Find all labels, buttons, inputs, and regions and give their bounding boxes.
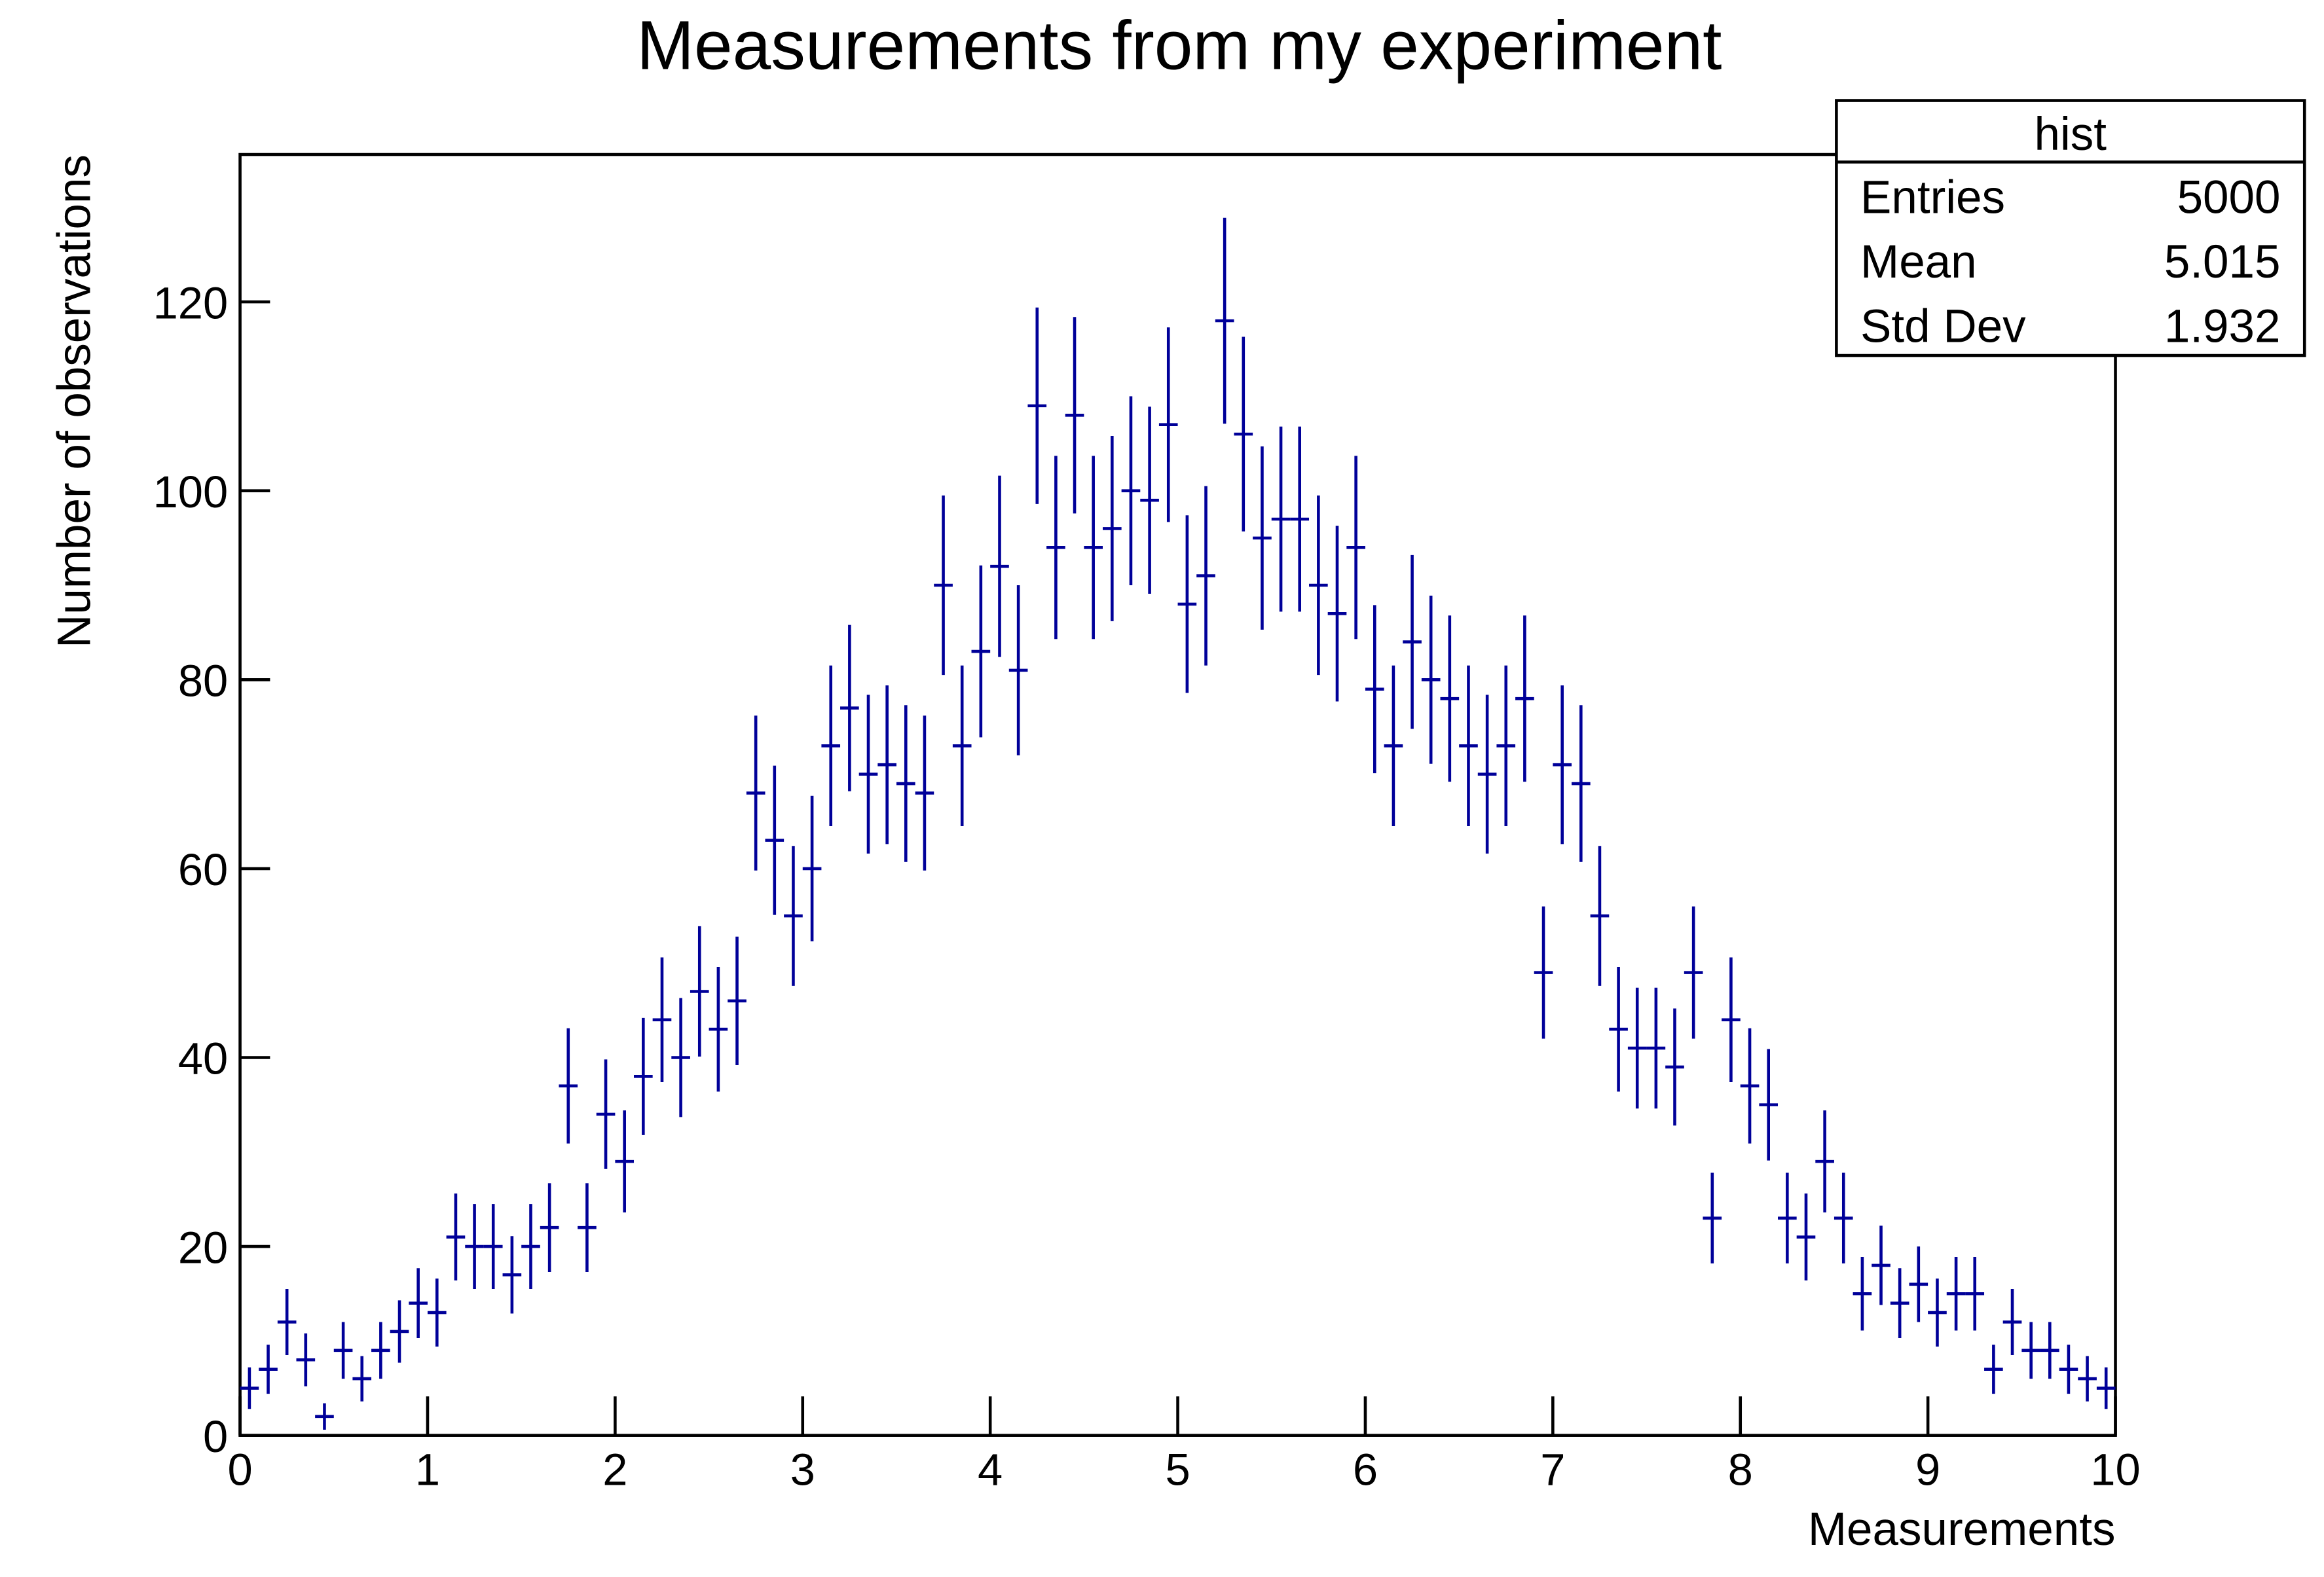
x-axis-label: Measurements bbox=[1808, 1504, 2116, 1555]
x-tick-label: 10 bbox=[2090, 1444, 2140, 1495]
x-tick-label: 4 bbox=[978, 1444, 1003, 1495]
y-tick-label: 80 bbox=[178, 656, 228, 706]
x-tick-label: 7 bbox=[1540, 1444, 1565, 1495]
chart-title: Measurements from my experiment bbox=[636, 7, 1722, 84]
stats-value: 5.015 bbox=[2164, 236, 2281, 288]
stats-value: 5000 bbox=[2177, 172, 2281, 223]
stats-box bbox=[1835, 99, 2306, 357]
y-tick-label: 60 bbox=[178, 844, 228, 895]
x-tick-label: 9 bbox=[1915, 1444, 1940, 1495]
y-tick-label: 40 bbox=[178, 1034, 228, 1084]
stats-label: Std Dev bbox=[1860, 300, 2026, 352]
x-tick-label: 0 bbox=[227, 1444, 252, 1495]
x-tick-label: 1 bbox=[415, 1444, 440, 1495]
stats-label: Mean bbox=[1860, 236, 1977, 288]
y-axis-label: Number of observations bbox=[48, 154, 100, 648]
y-tick-label: 20 bbox=[178, 1222, 228, 1273]
x-tick-label: 3 bbox=[790, 1444, 815, 1495]
x-tick-label: 2 bbox=[602, 1444, 627, 1495]
stats-title: hist bbox=[2035, 109, 2107, 160]
y-tick-label: 0 bbox=[203, 1411, 228, 1462]
y-tick-label: 100 bbox=[153, 467, 229, 517]
x-tick-label: 6 bbox=[1353, 1444, 1378, 1495]
x-tick-label: 8 bbox=[1728, 1444, 1753, 1495]
stats-value: 1.932 bbox=[2164, 300, 2281, 352]
stats-label: Entries bbox=[1860, 172, 2005, 223]
x-tick-label: 5 bbox=[1165, 1444, 1190, 1495]
y-tick-label: 120 bbox=[153, 278, 229, 328]
